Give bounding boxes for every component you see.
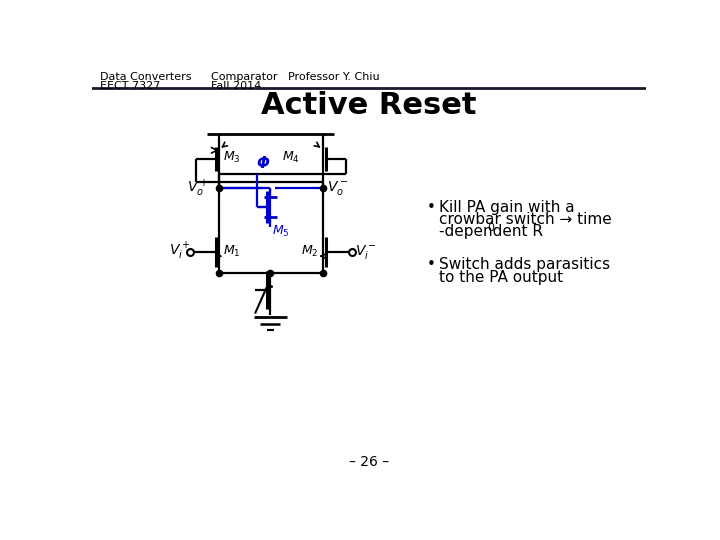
- Text: -dependent R: -dependent R: [439, 224, 543, 239]
- Text: $V_i^+$: $V_i^+$: [168, 241, 190, 262]
- Text: to the PA output: to the PA output: [439, 269, 563, 285]
- Text: Φ: Φ: [256, 156, 269, 171]
- Text: crowbar switch → time: crowbar switch → time: [439, 212, 612, 227]
- Text: Comparator   Professor Y. Chiu: Comparator Professor Y. Chiu: [211, 72, 379, 83]
- Text: $V_i^-$: $V_i^-$: [355, 242, 377, 260]
- Text: $V_o^-$: $V_o^-$: [328, 179, 349, 197]
- Text: •: •: [427, 200, 436, 214]
- Text: Active Reset: Active Reset: [261, 91, 477, 120]
- Text: $M_1$: $M_1$: [223, 244, 241, 259]
- Text: $M_3$: $M_3$: [222, 150, 240, 165]
- Text: •: •: [427, 257, 436, 272]
- Text: – 26 –: – 26 –: [349, 455, 389, 469]
- Text: $M_4$: $M_4$: [282, 150, 300, 165]
- Text: $V_o^+$: $V_o^+$: [186, 177, 208, 199]
- Text: EECT 7327: EECT 7327: [99, 81, 160, 91]
- Text: Switch adds parasitics: Switch adds parasitics: [439, 257, 610, 272]
- Text: Kill PA gain with a: Kill PA gain with a: [439, 200, 575, 214]
- Text: 0: 0: [487, 222, 495, 233]
- Text: Fall 2014: Fall 2014: [211, 81, 261, 91]
- Text: $M_2$: $M_2$: [301, 244, 319, 259]
- Text: $M_5$: $M_5$: [272, 224, 289, 239]
- Text: Data Converters: Data Converters: [99, 72, 191, 83]
